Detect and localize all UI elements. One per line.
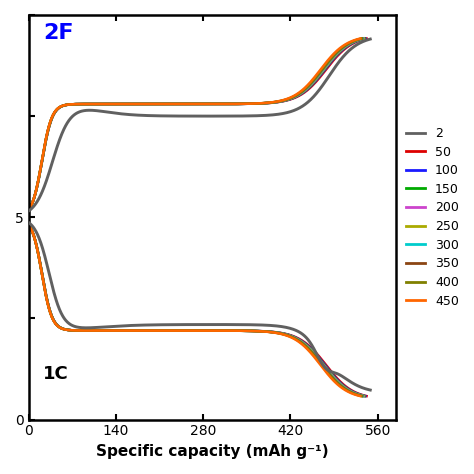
Legend: 2, 50, 100, 150, 200, 250, 300, 350, 400, 450: 2, 50, 100, 150, 200, 250, 300, 350, 400… [406, 127, 459, 308]
Text: 2F: 2F [43, 23, 74, 43]
Text: 1C: 1C [43, 365, 69, 383]
X-axis label: Specific capacity (mAh g⁻¹): Specific capacity (mAh g⁻¹) [96, 444, 329, 459]
